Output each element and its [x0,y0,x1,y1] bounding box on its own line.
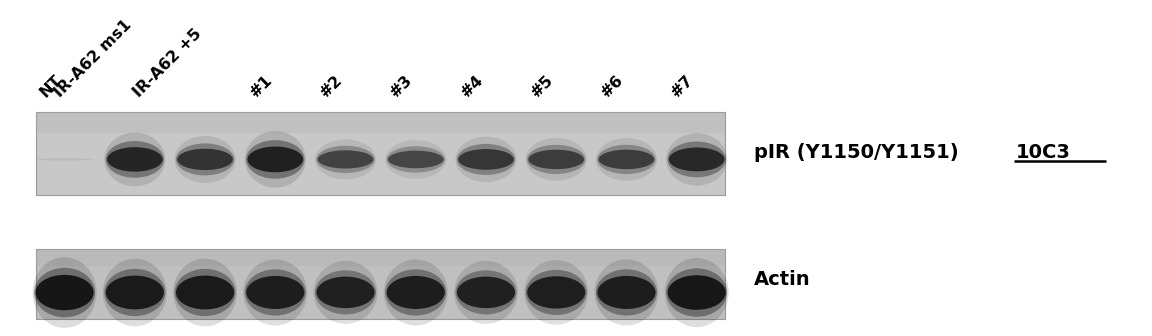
Ellipse shape [318,150,373,169]
Ellipse shape [176,143,234,175]
Ellipse shape [525,138,586,181]
Ellipse shape [666,133,727,186]
Ellipse shape [666,268,727,317]
Ellipse shape [244,131,306,188]
Ellipse shape [599,150,654,169]
Bar [36,112,726,133]
Ellipse shape [176,276,234,309]
Ellipse shape [457,144,515,175]
Ellipse shape [455,137,516,182]
Ellipse shape [106,276,164,309]
Text: #3: #3 [388,72,416,100]
Text: #5: #5 [528,72,556,100]
Ellipse shape [528,276,585,308]
Text: IR-A62 +5: IR-A62 +5 [131,26,205,100]
Ellipse shape [247,140,304,179]
Ellipse shape [103,259,167,326]
Ellipse shape [105,269,166,316]
Bar [36,249,726,266]
Text: IR-A62 ms1: IR-A62 ms1 [52,17,135,100]
Ellipse shape [457,277,515,308]
Ellipse shape [596,269,657,316]
Ellipse shape [598,276,655,309]
Ellipse shape [317,277,374,308]
Ellipse shape [525,270,586,315]
Ellipse shape [104,132,166,186]
Text: Actin: Actin [755,269,811,289]
Text: #2: #2 [318,72,346,100]
Ellipse shape [173,259,237,326]
Ellipse shape [524,260,589,325]
Ellipse shape [594,259,659,326]
Ellipse shape [597,145,655,174]
Ellipse shape [454,261,518,324]
Ellipse shape [243,259,308,326]
Ellipse shape [385,140,446,179]
Ellipse shape [244,269,305,316]
Text: NT: NT [37,72,65,100]
Ellipse shape [665,258,729,327]
Text: #1: #1 [248,72,275,100]
Ellipse shape [107,147,162,172]
Ellipse shape [106,141,164,178]
Text: 10C3: 10C3 [1016,142,1071,162]
Text: #7: #7 [668,72,697,100]
Ellipse shape [667,141,726,177]
Ellipse shape [387,276,445,309]
Ellipse shape [458,149,514,170]
Text: #4: #4 [458,72,486,100]
Ellipse shape [388,151,444,168]
Ellipse shape [455,270,516,314]
Ellipse shape [668,275,726,310]
Ellipse shape [317,146,374,173]
Ellipse shape [387,146,445,173]
Ellipse shape [526,145,585,174]
Ellipse shape [174,269,236,316]
Ellipse shape [314,139,376,179]
Ellipse shape [313,261,378,324]
Bar [36,249,726,319]
Ellipse shape [174,136,236,183]
Ellipse shape [314,270,376,314]
Ellipse shape [177,149,233,170]
Ellipse shape [32,257,97,328]
Ellipse shape [596,138,657,181]
Ellipse shape [529,150,584,169]
Ellipse shape [36,275,93,310]
Text: pIR (Y1150/Y1151): pIR (Y1150/Y1151) [755,142,965,162]
Ellipse shape [669,148,725,171]
Text: #6: #6 [598,72,627,100]
Ellipse shape [248,146,303,172]
Bar [36,112,726,195]
Ellipse shape [35,268,96,317]
Ellipse shape [384,259,448,326]
Ellipse shape [247,276,304,309]
Ellipse shape [385,269,446,316]
